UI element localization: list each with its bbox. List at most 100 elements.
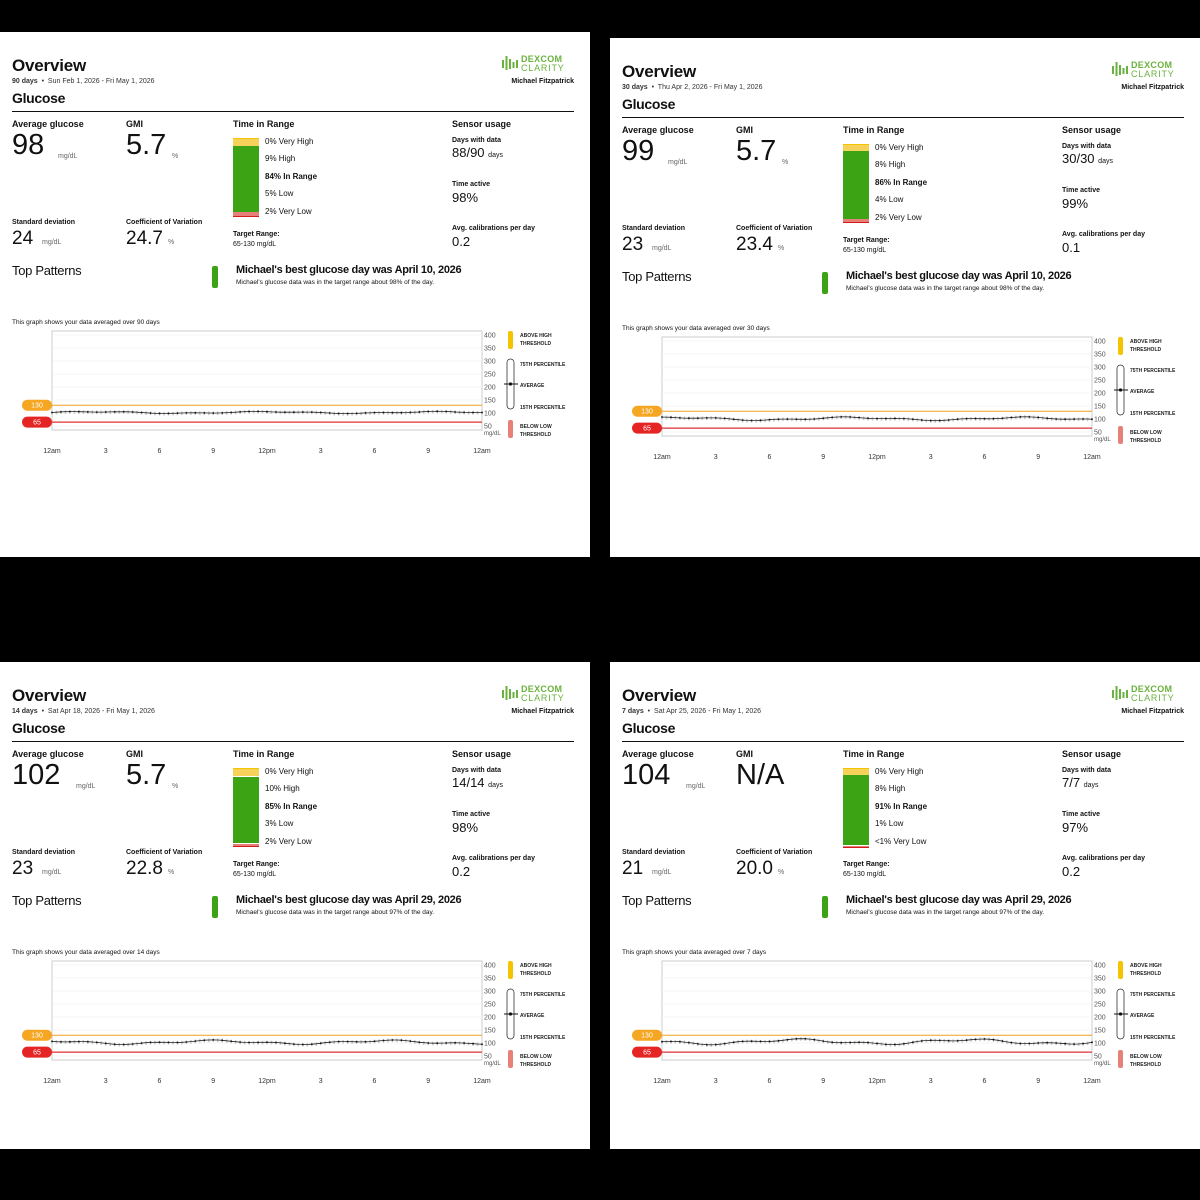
graph-note: This graph shows your data averaged over… [12, 949, 160, 956]
tir-seg-very-low [843, 846, 869, 848]
std-dev-value: 23 [622, 234, 644, 255]
average-point [131, 1043, 134, 1045]
logo-bars-icon [1112, 62, 1128, 76]
average-point [427, 1042, 430, 1044]
y-tick-label: 350 [484, 976, 496, 983]
overview-panel-4: Overview 7 days • Sat Apr 25, 2026 - Fri… [610, 662, 1200, 1149]
y-tick-label: 400 [484, 333, 496, 340]
tir-low: 4% Low [875, 195, 904, 204]
average-point [86, 411, 89, 413]
tir-seg-very-high [843, 768, 869, 769]
average-point [113, 410, 116, 413]
high-threshold-value: 130 [31, 403, 43, 410]
logo-subtext: CLARITY [1131, 693, 1175, 703]
average-point [1046, 417, 1049, 420]
average-point [840, 1041, 843, 1044]
average-point [804, 418, 807, 421]
average-point [1073, 1043, 1075, 1045]
average-point [1028, 1042, 1031, 1045]
average-point [965, 1039, 968, 1042]
average-point [920, 419, 923, 421]
y-unit-label: mg/dL [1094, 437, 1111, 443]
average-point [472, 411, 474, 414]
overview-panel-1: Overview 90 days • Sun Feb 1, 2026 - Fri… [0, 32, 590, 557]
logo-text: DEXCOM [1131, 60, 1173, 70]
y-tick-label: 100 [1094, 417, 1106, 424]
average-point [867, 417, 869, 420]
logo-bars-icon [502, 56, 518, 70]
average-point [69, 1040, 71, 1043]
avg-glucose-value: 99 [622, 135, 655, 167]
average-point [77, 410, 80, 413]
x-tick-label: 3 [714, 1078, 718, 1085]
average-point [337, 1040, 340, 1043]
average-point [732, 1041, 735, 1044]
average-point [328, 412, 331, 414]
days-with-data-label: Days with data [452, 767, 502, 774]
average-point [705, 1043, 708, 1046]
average-point [1064, 1042, 1067, 1045]
std-dev-label: Standard deviation [622, 849, 686, 856]
y-tick-label: 300 [1094, 365, 1106, 372]
legend-above-high-2: THRESHOLD [1130, 971, 1162, 977]
high-threshold-value: 130 [641, 409, 653, 416]
average-point [113, 1043, 116, 1046]
average-point [301, 411, 304, 413]
average-point [328, 1041, 331, 1044]
average-point [1064, 418, 1067, 421]
average-point [894, 1043, 896, 1046]
x-tick-label: 6 [768, 1078, 772, 1085]
average-point [391, 411, 394, 414]
sensor-usage-label: Sensor usage [1062, 125, 1122, 135]
tir-seg-very-high [233, 138, 259, 139]
user-name: Michael Fitzpatrick [511, 708, 574, 715]
average-swatch-dot [508, 1012, 513, 1016]
std-dev-unit: mg/dL [652, 245, 672, 252]
target-range-value: 65-130 mg/dL [233, 871, 277, 878]
std-dev-value: 24 [12, 228, 34, 249]
cv-label: Coefficient of Variation [126, 219, 203, 226]
x-tick-label: 6 [373, 1078, 377, 1085]
average-point [1001, 1040, 1004, 1042]
y-tick-label: 350 [1094, 352, 1106, 359]
section-title: Glucose [622, 96, 676, 112]
overview-panel-3: Overview 14 days • Sat Apr 18, 2026 - Fr… [0, 662, 590, 1149]
x-tick-label: 6 [158, 448, 162, 455]
high-threshold-pill [632, 405, 662, 417]
average-point [409, 411, 412, 414]
avg-glucose-unit: mg/dL [686, 783, 706, 790]
date-range-text: Sat Apr 18, 2026 - Fri May 1, 2026 [47, 708, 155, 715]
time-active-value: 98% [452, 820, 479, 835]
legend-p15: 15TH PERCENTILE [520, 405, 566, 411]
x-tick-label: 9 [1036, 1078, 1040, 1085]
average-point [687, 417, 690, 420]
logo-text: DEXCOM [521, 684, 563, 694]
legend-p15: 15TH PERCENTILE [520, 1035, 566, 1041]
average-point [1091, 1041, 1093, 1044]
days-label: 7 days [622, 708, 644, 715]
average-point [938, 419, 941, 422]
average-point [741, 419, 744, 422]
legend-p15: 15TH PERCENTILE [1130, 411, 1176, 417]
average-point [1073, 418, 1075, 420]
section-divider [622, 741, 1184, 742]
tir-seg-in-range [233, 777, 259, 844]
average-point [956, 1039, 959, 1042]
gmi-unit: % [782, 159, 789, 166]
avg-glucose-label: Average glucose [12, 119, 84, 129]
logo-bars-icon [502, 686, 518, 700]
days-unit: days [488, 152, 503, 159]
avg-calibrations-label: Avg. calibrations per day [1062, 855, 1145, 862]
average-point [310, 1043, 313, 1046]
gmi-unit: % [172, 153, 179, 160]
avg-calibrations-value: 0.2 [452, 234, 471, 249]
average-point [292, 1043, 295, 1046]
legend-above-high-2: THRESHOLD [520, 971, 552, 977]
user-name: Michael Fitzpatrick [1121, 708, 1184, 715]
time-in-range-bar [843, 768, 869, 848]
average-point [77, 1040, 80, 1043]
tir-seg-high [233, 139, 259, 146]
top-patterns-title: Top Patterns [622, 893, 692, 908]
average-point [885, 1043, 887, 1046]
x-tick-label: 9 [211, 448, 215, 455]
